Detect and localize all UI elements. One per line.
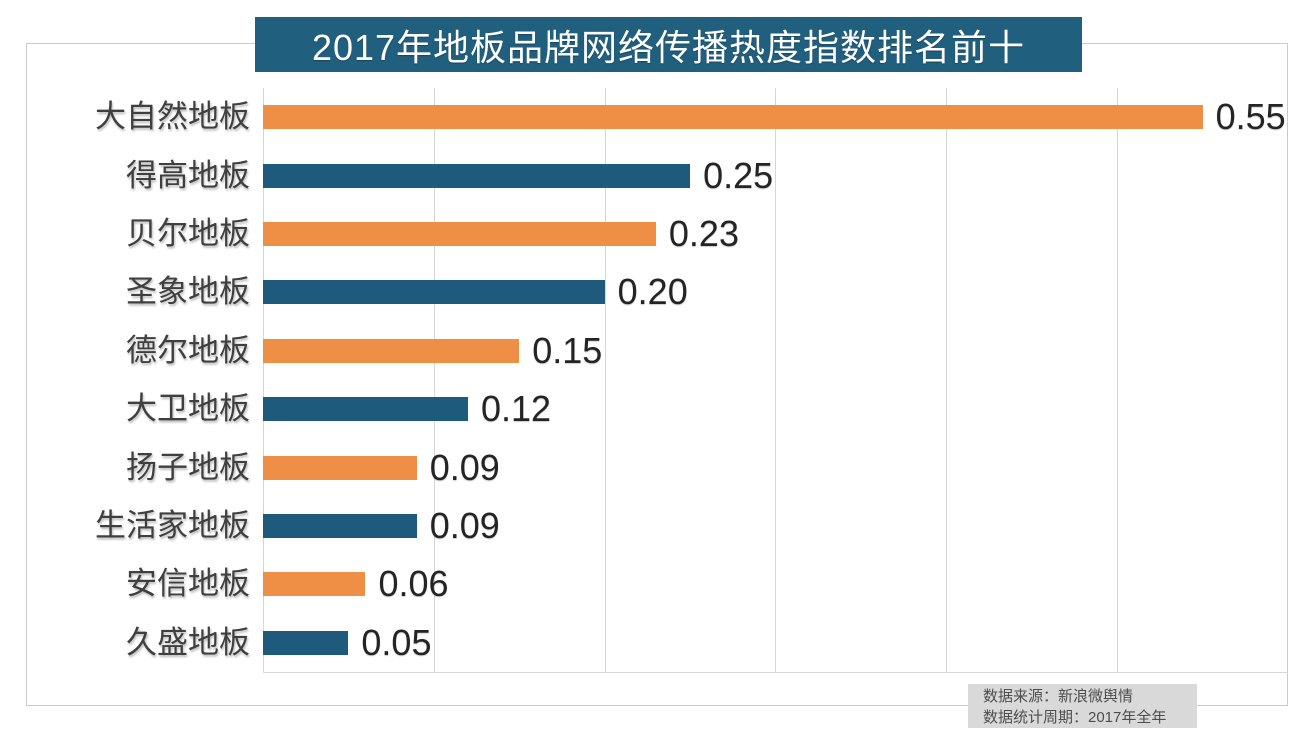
bar [263,514,417,538]
value-label: 0.05 [361,621,432,663]
category-label: 扬子地板 [126,449,250,485]
gridline [433,88,435,672]
bar [263,105,1203,130]
data-period-text: 数据统计周期：2017年全年 [983,709,1167,726]
category-label: 安信地板 [126,566,250,602]
bar [263,163,691,188]
gridline [604,88,606,672]
value-label: 0.23 [668,213,739,254]
category-label: 生活家地板 [95,508,250,543]
value-label: 0.12 [480,388,552,430]
gridline [775,88,777,672]
data-source-box: 数据来源：新浪微舆情 数据统计周期：2017年全年 [968,684,1197,728]
value-label: 0.15 [532,329,603,371]
gridline [1117,88,1119,672]
value-label: 0.09 [429,505,500,546]
x-axis-line [263,672,1288,673]
bar [263,280,605,305]
bar [263,397,468,422]
category-label: 德尔地板 [126,332,250,368]
category-label: 大自然地板 [95,99,250,135]
chart-frame [26,43,1288,706]
bar [263,455,417,480]
chart-title-banner: 2017年地板品牌网络传播热度指数排名前十 [255,17,1082,72]
value-label: 0.55 [1215,96,1286,138]
gridline [946,88,948,672]
y-axis-line [263,88,264,672]
category-label: 圣象地板 [126,274,250,310]
category-label: 大卫地板 [126,391,250,427]
bar [263,572,366,597]
category-label: 得高地板 [126,157,250,193]
data-source-text: 数据来源：新浪微舆情 [983,688,1134,705]
value-label: 0.25 [703,154,774,196]
category-label: 久盛地板 [126,624,250,660]
bar [263,222,656,246]
bar [263,630,349,655]
chart-title: 2017年地板品牌网络传播热度指数排名前十 [311,26,1026,68]
bar [263,338,520,363]
category-label: 贝尔地板 [126,216,250,251]
value-label: 0.09 [429,446,500,488]
value-label: 0.06 [378,563,449,605]
value-label: 0.20 [617,271,688,313]
